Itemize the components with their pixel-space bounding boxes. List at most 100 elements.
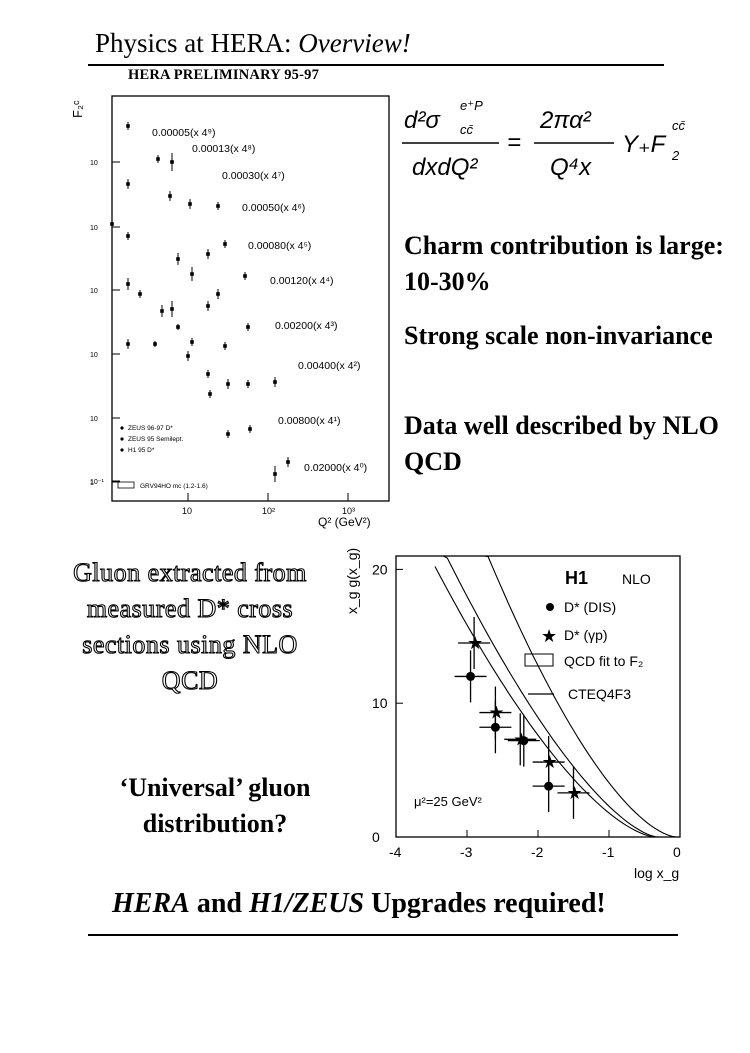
f2-legend-band [117,481,135,489]
upgrades-statement: HERA and H1/ZEUS Upgrades required! [112,888,606,919]
f2-data-point [138,292,142,296]
f2-data-point [190,272,194,276]
legend-marker-gp: ★ [541,626,557,646]
gluon-ytick-label: 0 [372,829,380,845]
bullet-nlo-qcd: Data well described by NLO QCD [404,411,719,476]
f2-data-point [246,325,250,329]
f2-ytick-label: 10 [90,160,98,167]
formula-lhs-sub: cc̄ [460,122,474,137]
gluon-xtick-label: 0 [673,844,681,860]
qcd-fit-band-edge [434,566,680,838]
f2-ylabel: F₂ᶜ [70,100,85,118]
f2-data-point [273,380,277,384]
f2-legend-entry: H1 95 D* [128,447,155,454]
dis-data-point [466,671,476,681]
f2-data-point [188,202,192,206]
f2-data-point [126,234,130,238]
f2-data-point [168,194,172,198]
gluon-legend-entry: CTEQ4F3 [568,686,631,702]
photoproduction-data-point: ★ [567,783,583,803]
universal-gluon-question: ‘Universal’ gluon distribution? [119,773,311,838]
f2-charm-plot: F₂ᶜ 10 10 10 10 10 110⁻¹ 0.00005(x 4⁹) 0.00013… [70,95,390,529]
legend-marker-dis [546,603,554,611]
f2-data-point [223,242,227,246]
f2-data-point [223,344,227,348]
f2-ytick-label: 10 [90,416,98,423]
formula-rhs-den: Q⁴x [550,154,592,181]
f2-bin-label: 0.00200(x 4³) [275,320,337,332]
gluon-xtick-label: -1 [602,844,615,860]
f2-data-point [226,432,230,436]
gluon-ytick-label: 20 [372,561,388,577]
f2-bin-label: 0.00013(x 4⁸) [192,143,255,155]
formula-equals: = [507,129,521,156]
f2-bin-label: 0.00030(x 4⁷) [222,170,285,182]
f2-ytick-label: 10⁻¹ [90,479,104,486]
photoproduction-data-point: ★ [488,703,504,723]
qcd-fit-band-edge [435,555,680,838]
f2-data-point [126,124,130,128]
photoproduction-data-point: ★ [542,752,558,772]
f2-legend-entry: ZEUS 96-97 D* [128,425,173,432]
f2-xlabel: Q² (GeV²) [318,515,371,529]
f2-data-point [216,292,220,296]
gluon-legend-entry: D* (γp) [564,627,608,643]
f2-bin-label: 0.00800(x 4¹) [278,415,340,427]
gluon-ylabel: x_g g(x_g) [344,548,360,614]
f2-data-point [206,252,210,256]
f2-data-point [226,382,230,386]
formula-rhs-tail: Y₊F [622,131,667,158]
photoproduction-data-point: ★ [513,729,529,749]
f2-legend-marker [120,426,124,430]
f2-data-point [176,325,180,329]
title-rule [88,64,664,66]
bottom-rule [88,934,678,936]
f2-data-point [170,160,174,164]
gluon-scale-annotation: μ²=25 GeV² [414,794,482,809]
f2-legend-entry: GRV94HO mc (1.2-1.6) [140,483,208,490]
gluon-xlabel: log x_g [634,865,679,881]
f2-ytick-label: 10 [90,225,98,232]
f2-data-point [170,307,174,311]
f2-data-point [156,157,160,161]
f2-ytick-label: 10 [90,288,98,295]
gluon-legend-title: H1 [565,568,588,588]
f2-xtick-label: 10³ [342,506,355,516]
gluon-legend-entry: D* (DIS) [564,599,616,615]
f2-data-point [190,340,194,344]
bullet-charm-contribution: Charm contribution is large: 10-30% [404,231,724,296]
formula-rhs-tail-sub: 2 [671,148,680,163]
f2-data-point [243,274,247,278]
f2-data-point [160,309,164,313]
gluon-xtick-label: -2 [531,844,544,860]
gluon-legend-entry: QCD fit to F₂ [564,653,643,669]
f2-bin-label: 0.00005(x 4⁹) [152,127,215,139]
legend-marker-band [524,653,554,667]
bullet-scale-noninvariance: Strong scale non-invariance [404,321,713,350]
f2-data-point [186,354,190,358]
f2-data-point [110,222,114,226]
gluon-xtick-label: -4 [389,844,402,860]
f2-ytick-label: 10 [90,352,98,359]
f2-xtick-label: 10 [182,506,192,516]
gluon-xtick-label: -3 [460,844,473,860]
f2-data-point [208,392,212,396]
f2-data-point [206,304,210,308]
f2-data-point [126,342,130,346]
f2-data-point [286,460,290,464]
slide-title: Physics at HERA: Overview! [95,28,411,58]
gluon-legend-subtitle: NLO [622,571,651,587]
f2-data-point [246,382,250,386]
f2-data-point [216,204,220,208]
formula-lhs-den: dxdQ² [412,154,478,181]
formula-lhs-sup: e⁺P [460,98,483,113]
gluon-density-plot: x_g g(x_g) -4 -3 -2 -1 0 0 10 20 log x_g ★ ★ ★ ★ ★… [344,548,681,881]
f2-legend-marker [120,448,124,452]
f2-data-point [206,372,210,376]
f2-data-point [126,182,130,186]
gluon-ytick-label: 10 [372,695,388,711]
f2-data-point [153,342,157,346]
f2-data-point [126,282,130,286]
f2-bin-label: 0.02000(x 4⁰) [304,462,367,474]
f2-bin-label: 0.00050(x 4⁶) [242,202,305,214]
